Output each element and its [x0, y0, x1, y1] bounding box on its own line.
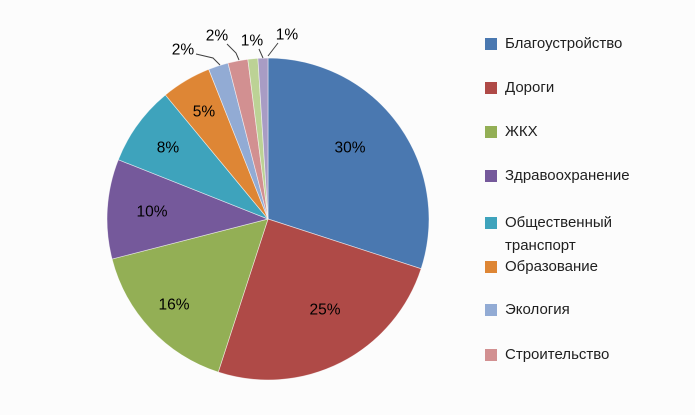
legend-label: ЖКХ: [505, 123, 538, 140]
legend-item-8: Строительство: [485, 346, 655, 366]
legend-item-3: ЖКХ: [485, 123, 655, 143]
data-label-4: 10%: [136, 204, 167, 221]
legend-swatch: [485, 170, 497, 182]
chart-legend: Благоустройство Дороги ЖКХ Здравоохранение О…: [485, 0, 670, 415]
legend-swatch: [485, 126, 497, 138]
legend-swatch: [485, 261, 497, 273]
legend-item-5: Общественный транспорт: [485, 214, 655, 257]
pie-slice-10: [257, 57, 269, 220]
data-label-10: 1%: [276, 27, 299, 44]
legend-swatch: [485, 349, 497, 361]
label-leader-line: [258, 48, 264, 59]
data-label-8: 2%: [206, 28, 229, 45]
data-label-3: 16%: [158, 297, 189, 314]
legend-label: Здравоохранение: [505, 167, 630, 184]
data-label-5: 8%: [157, 140, 180, 157]
legend-item-1: Благоустройство: [485, 35, 655, 55]
legend-label: Общественный транспорт: [505, 214, 613, 254]
legend-swatch: [485, 82, 497, 94]
data-label-1: 30%: [334, 140, 365, 157]
data-label-2: 25%: [309, 302, 340, 319]
label-leader-line: [267, 42, 279, 57]
legend-swatch: [485, 217, 497, 229]
legend-label: Образование: [505, 258, 598, 275]
legend-swatch: [485, 304, 497, 316]
pie-slice-4: [106, 159, 270, 260]
legend-item-6: Образование: [485, 258, 655, 278]
data-label-9: 1%: [241, 33, 264, 50]
pie-slice-2: [217, 218, 422, 381]
legend-item-4: Здравоохранение: [485, 167, 655, 187]
data-label-6: 5%: [193, 104, 216, 121]
legend-item-7: Экология: [485, 301, 655, 321]
label-leader-line: [195, 53, 221, 66]
legend-label: Благоустройство: [505, 35, 623, 52]
legend-label: Экология: [505, 301, 570, 318]
pie-slice-1: [267, 57, 430, 270]
legend-label: Строительство: [505, 346, 610, 363]
label-leader-line: [226, 43, 240, 61]
legend-swatch: [485, 38, 497, 50]
pie-slice-3: [111, 218, 269, 373]
legend-label: Дороги: [505, 79, 555, 96]
legend-item-2: Дороги: [485, 79, 655, 99]
data-label-7: 2%: [172, 42, 195, 59]
